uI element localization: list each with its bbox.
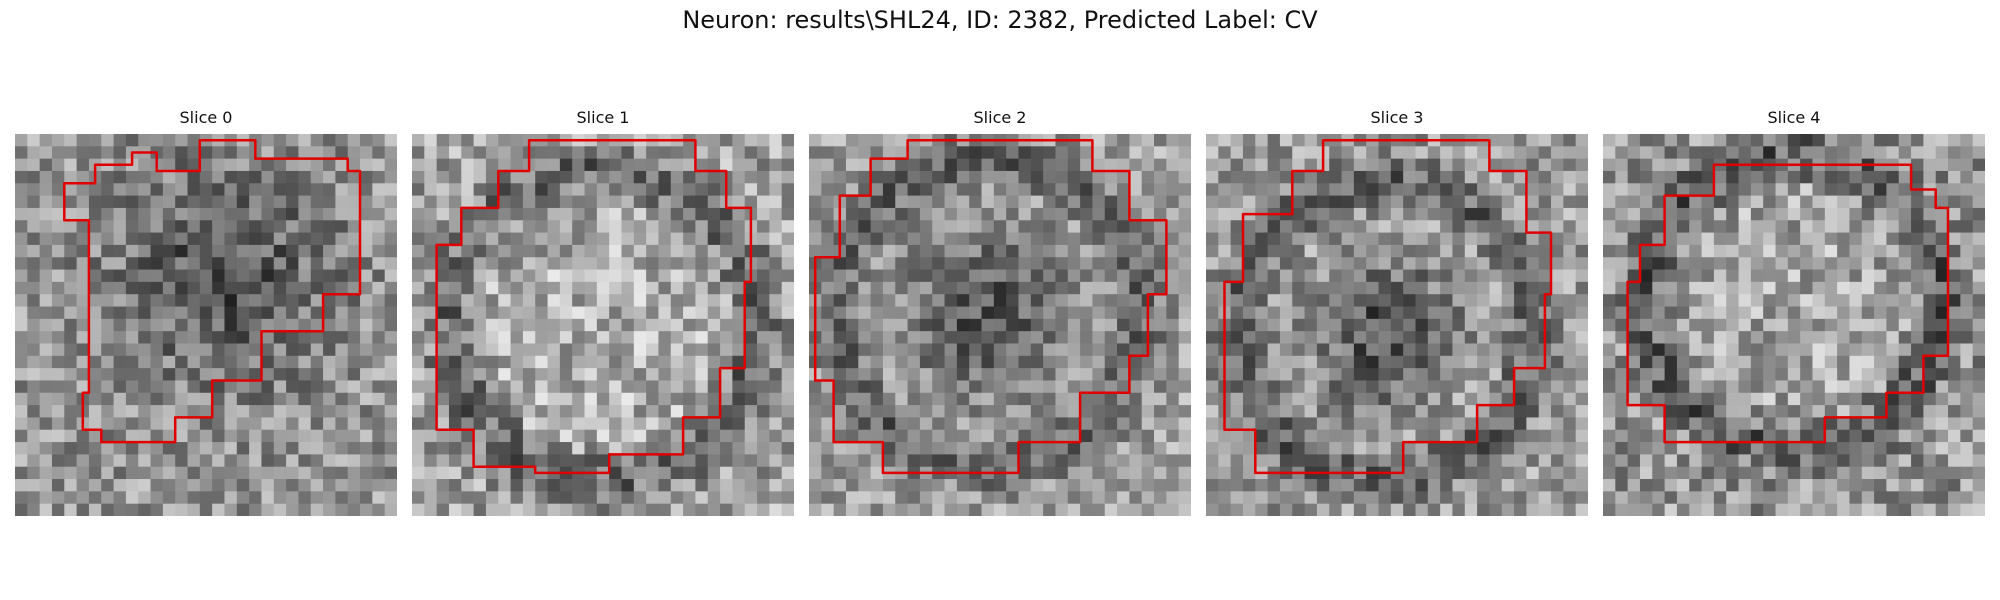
slice-panel-0: Slice 0: [15, 108, 397, 518]
slice-image-1: [412, 134, 794, 516]
slice-image-3: [1206, 134, 1588, 516]
slice-title: Slice 2: [809, 108, 1191, 127]
slice-pixels: [809, 134, 1191, 516]
slice-pixels: [1206, 134, 1588, 516]
slice-title: Slice 3: [1206, 108, 1588, 127]
slice-title: Slice 4: [1603, 108, 1985, 127]
slice-pixels: [1603, 134, 1985, 516]
slice-pixels: [15, 134, 397, 516]
slice-title: Slice 1: [412, 108, 794, 127]
slice-image-0: [15, 134, 397, 516]
slice-image-4: [1603, 134, 1985, 516]
slice-pixels: [412, 134, 794, 516]
slice-panels: Slice 0 Slice 1 Slice 2 Slice 3 Slice 4: [15, 108, 1985, 518]
slice-panel-3: Slice 3: [1206, 108, 1588, 518]
slice-image-2: [809, 134, 1191, 516]
figure-title: Neuron: results\SHL24, ID: 2382, Predict…: [0, 6, 2000, 34]
slice-title: Slice 0: [15, 108, 397, 127]
slice-panel-4: Slice 4: [1603, 108, 1985, 518]
slice-panel-2: Slice 2: [809, 108, 1191, 518]
slice-panel-1: Slice 1: [412, 108, 794, 518]
